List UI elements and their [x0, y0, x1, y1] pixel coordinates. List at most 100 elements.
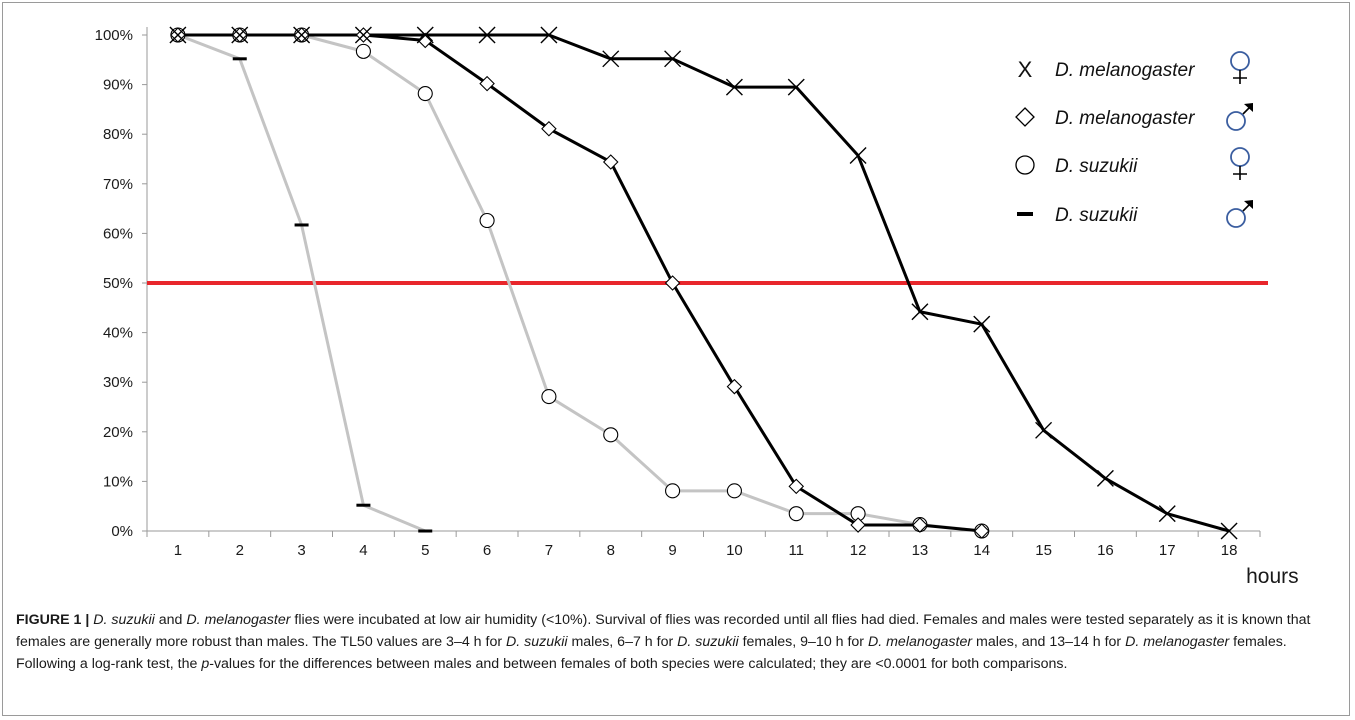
caption-italic: D. melanogaster [1125, 634, 1230, 650]
x-tick-label: 3 [297, 542, 305, 559]
marker-x [416, 26, 434, 44]
marker-x [540, 26, 558, 44]
caption-segment: -values for the differences between male… [209, 656, 1068, 672]
legend-label: D. melanogaster [1055, 108, 1195, 129]
marker-diamond [912, 517, 928, 533]
x-tick-label: 5 [421, 542, 429, 559]
marker-diamond [417, 32, 434, 49]
legend-label: D. suzukii [1055, 156, 1138, 177]
series-line [177, 33, 982, 533]
marker-circle [788, 506, 804, 522]
legend-marker-dash [1017, 212, 1033, 216]
female-icon-cross [1233, 70, 1247, 84]
caption-segment: males, 6–7 h for [567, 634, 678, 650]
y-tick-label: 0% [111, 523, 133, 540]
legend-item-2: D. suzukii [1015, 147, 1250, 180]
marker-diamond [664, 275, 681, 291]
marker-circle [417, 85, 433, 102]
male-icon [1226, 111, 1246, 131]
survival-chart: 0%10%20%30%40%50%60%70%80%90%100%1 2 3 4 5 6 7… [95, 26, 1299, 588]
marker-x [1158, 505, 1176, 523]
y-tick-label: 70% [103, 176, 133, 193]
marker-x [1096, 469, 1114, 487]
male-icon [1226, 208, 1246, 228]
marker-x [231, 26, 249, 44]
male-icon-arrowhead [1244, 200, 1253, 209]
y-tick-label: 90% [103, 77, 133, 94]
caption-italic: p [201, 656, 210, 672]
marker-circle [603, 427, 619, 443]
marker-diamond [602, 154, 619, 170]
marker-dash [294, 223, 309, 227]
marker-diamond [726, 378, 743, 395]
marker-x [293, 26, 311, 44]
x-tick-label: 1 [174, 542, 182, 559]
caption-italic: D. suzukii [506, 634, 568, 650]
legend-marker-x: X [1018, 57, 1033, 82]
marker-x [787, 78, 805, 96]
series-line [177, 33, 1230, 533]
caption-segment: females, 9–10 h for [738, 634, 868, 650]
y-tick-label: 10% [103, 473, 133, 490]
marker-dash [418, 529, 433, 533]
caption-label: FIGURE 1 | [16, 612, 90, 628]
x-tick-label: 11 [788, 542, 804, 559]
y-tick-label: 40% [103, 325, 133, 342]
legend-label: D. suzukii [1055, 205, 1138, 226]
marker-x [973, 315, 991, 333]
marker-x [664, 50, 682, 68]
marker-circle [665, 483, 681, 499]
marker-x [1220, 522, 1238, 540]
female-icon-cross [1233, 166, 1247, 180]
y-tick-label: 60% [103, 225, 133, 242]
marker-x [354, 26, 372, 44]
caption-segment: females. Following a log-rank test, the [16, 634, 1287, 672]
marker-circle [355, 43, 371, 59]
caption-segment: males, and 13–14 h for [972, 634, 1126, 650]
legend-item-0: X D. melanogaster [1018, 51, 1250, 84]
x-tick-label: 6 [483, 542, 491, 559]
legend-marker-circle [1015, 155, 1035, 175]
x-tick-label: 16 [1097, 542, 1114, 559]
x-tick-label: 9 [668, 542, 676, 559]
x-tick-label: 12 [850, 542, 867, 559]
x-tick-label: 15 [1035, 542, 1052, 559]
marker-dash [232, 57, 247, 61]
marker-x [911, 303, 929, 321]
x-tick-label: 17 [1159, 542, 1176, 559]
x-tick-label: 7 [545, 542, 553, 559]
caption-segment: flies were incubated at low air humidity… [16, 612, 1311, 650]
marker-circle [726, 483, 742, 499]
marker-diamond [541, 120, 557, 137]
caption-italic: D. suzukii [93, 612, 155, 628]
caption-italic: D. melanogaster [867, 634, 973, 650]
markers-x [169, 26, 1238, 540]
marker-x [725, 78, 743, 96]
x-tick-label: 18 [1221, 542, 1238, 559]
x-tick-label: 13 [912, 542, 929, 559]
marker-x [169, 26, 187, 44]
marker-x [1035, 421, 1053, 439]
caption-segment: and [154, 612, 187, 628]
x-tick-label: 10 [726, 542, 743, 559]
y-tick-label: 20% [103, 424, 133, 441]
marker-x [478, 26, 496, 44]
figure-caption: FIGURE 1 | D. suzukii and D. melanogaste… [16, 609, 1338, 675]
legend-item-1: D. melanogaster [1015, 103, 1253, 131]
x-axis-title: hours [1246, 565, 1299, 588]
marker-diamond [788, 478, 805, 495]
marker-diamond [850, 517, 866, 533]
marker-x [849, 147, 867, 165]
x-tick-label: 2 [236, 542, 244, 559]
marker-circle [541, 389, 557, 405]
caption-italic: D. suzukii [677, 634, 739, 650]
caption-italic: D. melanogaster [186, 612, 291, 628]
marker-circle [479, 212, 495, 229]
legend-label: D. melanogaster [1055, 60, 1195, 81]
x-tick-label: 14 [973, 542, 990, 559]
female-icon [1230, 147, 1250, 167]
caption-text: D. suzukii and D. melanogaster flies wer… [16, 612, 1310, 672]
female-icon [1230, 51, 1250, 71]
legend-marker-diamond [1015, 107, 1035, 127]
